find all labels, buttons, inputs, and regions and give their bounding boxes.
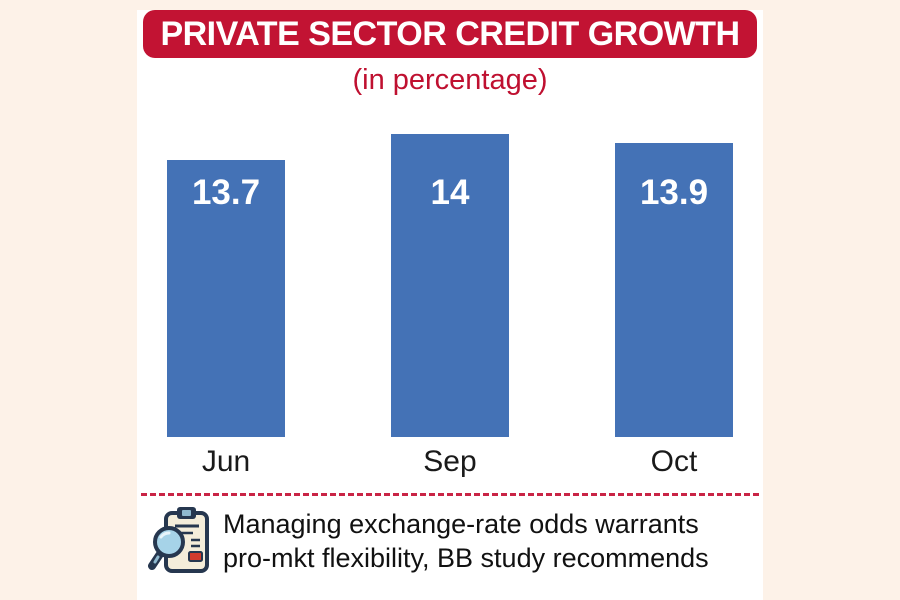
bar-chart: 13.7 14 13.9 xyxy=(137,97,763,437)
title-banner: PRIVATE SECTOR CREDIT GROWTH xyxy=(143,10,757,58)
dashed-divider xyxy=(141,493,759,496)
bar-value-label: 13.7 xyxy=(191,173,261,212)
page-title: PRIVATE SECTOR CREDIT GROWTH xyxy=(160,14,740,53)
bar-column-sep: 14 xyxy=(391,97,509,437)
bar-value-label: 13.9 xyxy=(639,173,709,212)
bar-sep xyxy=(391,134,509,437)
bar-oct xyxy=(615,143,733,437)
clipboard-magnifier-icon xyxy=(148,507,209,573)
footer-line-1: Managing exchange-rate odds warrants xyxy=(223,509,699,539)
infographic-panel: PRIVATE SECTOR CREDIT GROWTH (in percent… xyxy=(137,10,763,600)
chart-subtitle: (in percentage) xyxy=(352,64,548,96)
x-axis-labels: Jun Sep Oct xyxy=(137,445,763,479)
footer-text: Managing exchange-rate odds warrants pro… xyxy=(223,507,709,575)
bar-value-label: 14 xyxy=(430,173,470,212)
footer-note: Managing exchange-rate odds warrants pro… xyxy=(137,496,763,578)
x-tick-jun: Jun xyxy=(201,445,251,478)
bar-column-oct: 13.9 xyxy=(615,97,733,437)
x-tick-sep: Sep xyxy=(423,445,477,478)
bar-column-jun: 13.7 xyxy=(167,97,285,437)
footer-line-2: pro-mkt flexibility, BB study recommends xyxy=(223,543,709,573)
x-tick-oct: Oct xyxy=(650,445,698,478)
bar-jun xyxy=(167,160,285,437)
